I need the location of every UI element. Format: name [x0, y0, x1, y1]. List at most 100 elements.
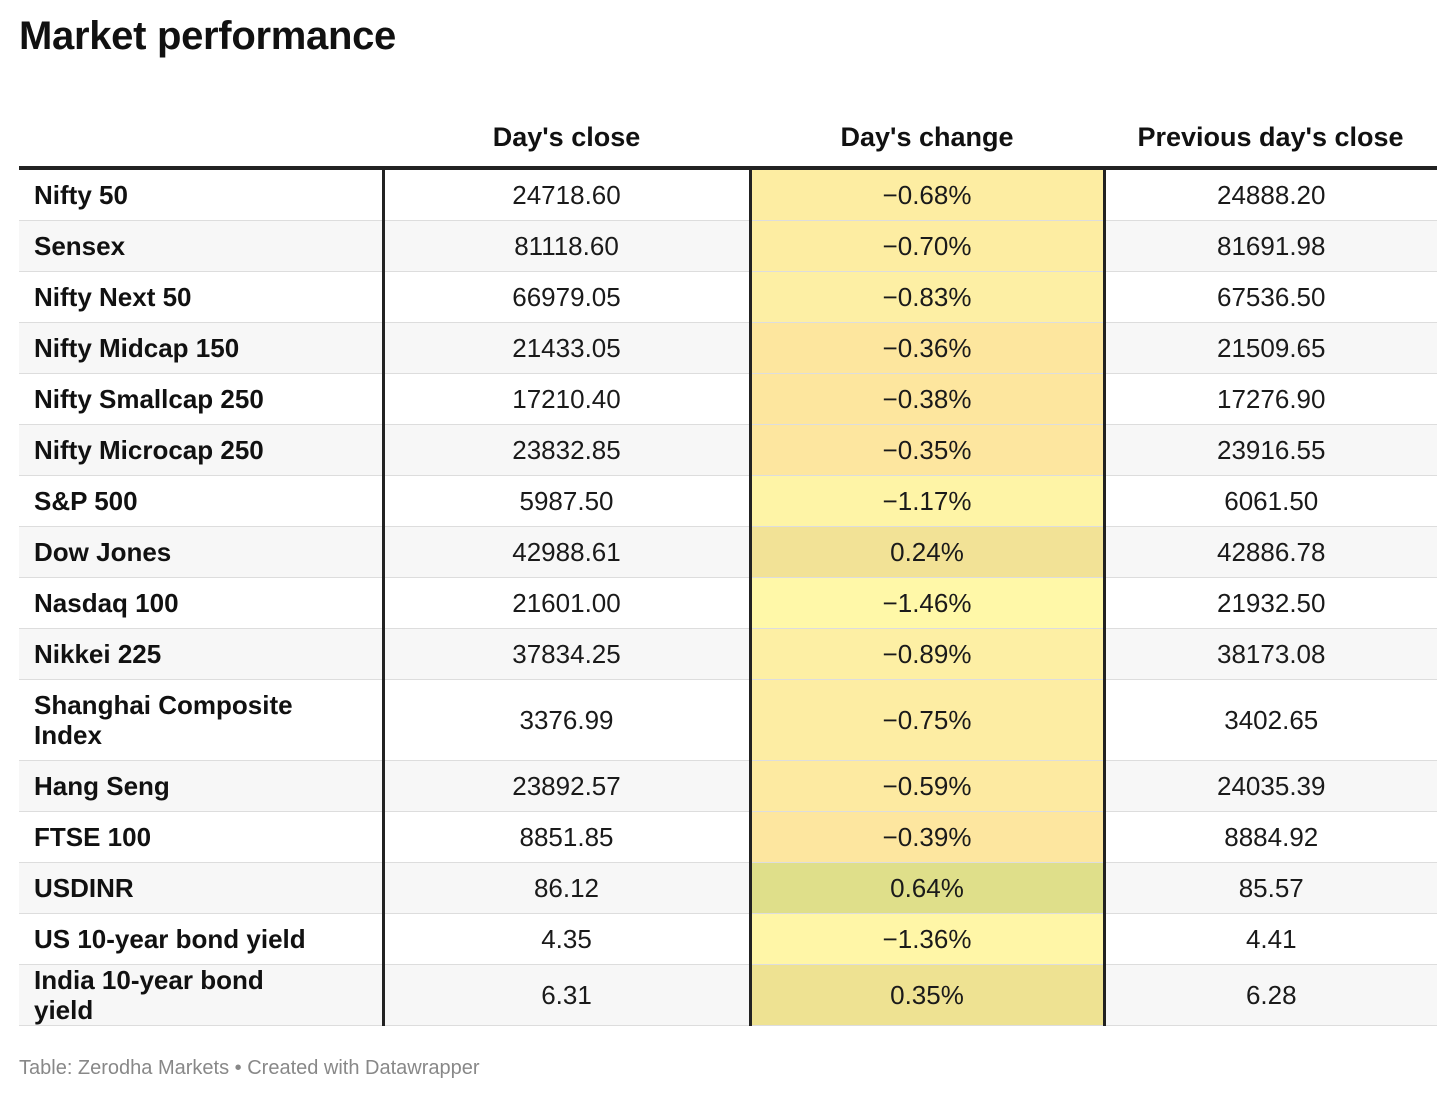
row-name: Nikkei 225	[34, 639, 162, 669]
day-change-cell: −0.83%	[750, 271, 1106, 323]
row-name-cell: USDINR	[19, 862, 385, 914]
row-name: Nasdaq 100	[34, 588, 179, 618]
table-row: Nifty 50 24718.60 −0.68% 24888.20	[19, 168, 1437, 221]
day-close-cell: 23832.85	[383, 424, 752, 476]
day-close-cell: 81118.60	[383, 220, 752, 272]
prev-close-cell: 38173.08	[1104, 628, 1437, 680]
row-name: Nifty 50	[34, 180, 128, 210]
table-row: Nifty Next 50 66979.05 −0.83% 67536.50	[19, 271, 1437, 323]
row-name: India 10-year bond yield	[34, 965, 264, 1025]
table-row: US 10-year bond yield 4.35 −1.36% 4.41	[19, 913, 1437, 965]
table-row: FTSE 100 8851.85 −0.39% 8884.92	[19, 811, 1437, 863]
prev-close-cell: 8884.92	[1104, 811, 1437, 863]
row-name: Nifty Next 50	[34, 282, 192, 312]
header-close: Day's close	[383, 108, 750, 170]
header-change: Day's change	[750, 108, 1104, 170]
prev-close-cell: 85.57	[1104, 862, 1437, 914]
day-close-cell: 66979.05	[383, 271, 752, 323]
header-row: Day's close Day's change Previous day's …	[19, 108, 1437, 170]
prev-close-cell: 6.28	[1104, 964, 1437, 1026]
day-change-cell: 0.35%	[750, 964, 1106, 1026]
row-name-cell: Hang Seng	[19, 760, 385, 812]
prev-close-cell: 21932.50	[1104, 577, 1437, 629]
row-name-cell: Nifty 50	[19, 168, 385, 221]
day-change-cell: −0.70%	[750, 220, 1106, 272]
day-close-cell: 3376.99	[383, 679, 752, 761]
prev-close-cell: 21509.65	[1104, 322, 1437, 374]
row-name: Shanghai Composite Index	[34, 690, 293, 750]
table-body: Nifty 50 24718.60 −0.68% 24888.20 Sensex 8111…	[19, 168, 1437, 1026]
row-name-cell: Nifty Smallcap 250	[19, 373, 385, 425]
row-name: US 10-year bond yield	[34, 924, 306, 954]
prev-close-cell: 17276.90	[1104, 373, 1437, 425]
row-name: USDINR	[34, 873, 134, 903]
prev-close-cell: 67536.50	[1104, 271, 1437, 323]
day-close-cell: 23892.57	[383, 760, 752, 812]
day-close-cell: 42988.61	[383, 526, 752, 578]
day-close-cell: 21433.05	[383, 322, 752, 374]
row-name: Nifty Midcap 150	[34, 333, 240, 363]
day-close-cell: 24718.60	[383, 168, 752, 221]
day-change-cell: −0.38%	[750, 373, 1106, 425]
table-row: USDINR 86.12 0.64% 85.57	[19, 862, 1437, 914]
source-footer: Table: Zerodha Markets • Created with Da…	[19, 1057, 480, 1079]
row-name-cell: US 10-year bond yield	[19, 913, 385, 965]
row-name-cell: Shanghai Composite Index	[19, 679, 385, 761]
row-name-cell: Nifty Microcap 250	[19, 424, 385, 476]
day-change-cell: 0.24%	[750, 526, 1106, 578]
table-row: Nifty Midcap 150 21433.05 −0.36% 21509.65	[19, 322, 1437, 374]
row-name-cell: FTSE 100	[19, 811, 385, 863]
page-title: Market performance	[19, 14, 396, 58]
prev-close-cell: 23916.55	[1104, 424, 1437, 476]
row-name: Sensex	[34, 231, 126, 261]
row-name: Hang Seng	[34, 771, 170, 801]
day-change-cell: −1.36%	[750, 913, 1106, 965]
day-change-cell: −0.36%	[750, 322, 1106, 374]
day-change-cell: −0.59%	[750, 760, 1106, 812]
day-change-cell: 0.64%	[750, 862, 1106, 914]
header-name	[19, 108, 383, 170]
row-name-cell: Nifty Midcap 150	[19, 322, 385, 374]
row-name: S&P 500	[34, 486, 138, 516]
day-close-cell: 86.12	[383, 862, 752, 914]
day-close-cell: 17210.40	[383, 373, 752, 425]
row-name-cell: Nikkei 225	[19, 628, 385, 680]
table-row: Nifty Microcap 250 23832.85 −0.35% 23916.55	[19, 424, 1437, 476]
prev-close-cell: 42886.78	[1104, 526, 1437, 578]
table-row: Hang Seng 23892.57 −0.59% 24035.39	[19, 760, 1437, 812]
row-name: Nifty Smallcap 250	[34, 384, 264, 414]
day-close-cell: 8851.85	[383, 811, 752, 863]
row-name-cell: Dow Jones	[19, 526, 385, 578]
table-row: S&P 500 5987.50 −1.17% 6061.50	[19, 475, 1437, 527]
table-row: Nikkei 225 37834.25 −0.89% 38173.08	[19, 628, 1437, 680]
row-name-cell: Nifty Next 50	[19, 271, 385, 323]
day-close-cell: 5987.50	[383, 475, 752, 527]
market-table: Day's close Day's change Previous day's …	[19, 108, 1437, 1026]
row-name-cell: Sensex	[19, 220, 385, 272]
row-name-cell: Nasdaq 100	[19, 577, 385, 629]
day-close-cell: 21601.00	[383, 577, 752, 629]
table-row: Dow Jones 42988.61 0.24% 42886.78	[19, 526, 1437, 578]
row-name-cell: India 10-year bond yield	[19, 964, 385, 1026]
table-row: Shanghai Composite Index 3376.99 −0.75% 340…	[19, 679, 1437, 761]
prev-close-cell: 24035.39	[1104, 760, 1437, 812]
table-row: Sensex 81118.60 −0.70% 81691.98	[19, 220, 1437, 272]
row-name: Dow Jones	[34, 537, 172, 567]
day-change-cell: −1.17%	[750, 475, 1106, 527]
day-close-cell: 6.31	[383, 964, 752, 1026]
day-change-cell: −1.46%	[750, 577, 1106, 629]
table-row: Nifty Smallcap 250 17210.40 −0.38% 17276.90	[19, 373, 1437, 425]
prev-close-cell: 6061.50	[1104, 475, 1437, 527]
day-close-cell: 37834.25	[383, 628, 752, 680]
row-name: Nifty Microcap 250	[34, 435, 264, 465]
day-change-cell: −0.39%	[750, 811, 1106, 863]
table-row: India 10-year bond yield 6.31 0.35% 6.28	[19, 964, 1437, 1026]
prev-close-cell: 4.41	[1104, 913, 1437, 965]
table-row: Nasdaq 100 21601.00 −1.46% 21932.50	[19, 577, 1437, 629]
row-name: FTSE 100	[34, 822, 152, 852]
prev-close-cell: 81691.98	[1104, 220, 1437, 272]
day-change-cell: −0.89%	[750, 628, 1106, 680]
prev-close-cell: 24888.20	[1104, 168, 1437, 221]
day-change-cell: −0.68%	[750, 168, 1106, 221]
